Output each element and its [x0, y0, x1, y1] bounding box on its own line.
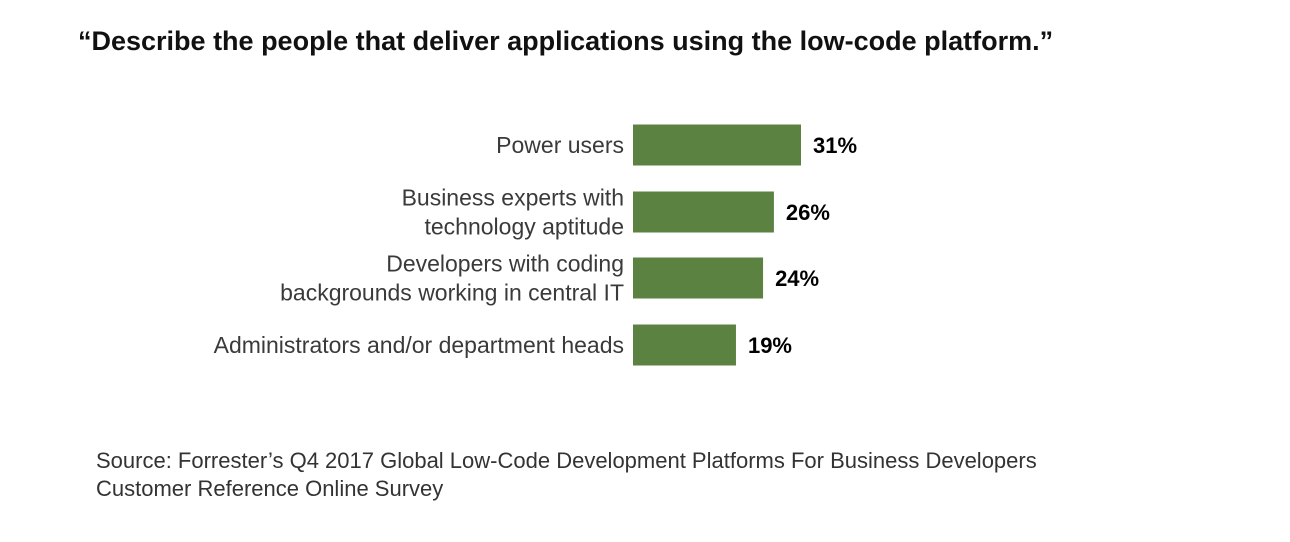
category-label-3-line-2: backgrounds working in central IT [280, 280, 624, 306]
bar-value-label-4: 19% [748, 333, 792, 358]
bar-value-label-1: 31% [813, 133, 857, 158]
chart-title: “Describe the people that deliver applic… [78, 26, 1054, 56]
source-note: Source: Forrester’s Q4 2017 Global Low-C… [96, 447, 1037, 503]
category-label-2-line-1: Business experts with [402, 185, 624, 211]
bar-2 [633, 191, 774, 233]
bar-3 [633, 257, 764, 299]
bar-value-label-2: 26% [786, 200, 830, 225]
source-line-1: Source: Forrester’s Q4 2017 Global Low-C… [96, 448, 1037, 473]
category-label-4: Administrators and/or department heads [214, 332, 624, 358]
category-label-2-line-2: technology aptitude [425, 214, 625, 240]
bar-1 [633, 124, 801, 166]
category-label-1: Power users [496, 132, 624, 158]
source-line-2: Customer Reference Online Survey [96, 476, 444, 501]
bar-4 [633, 324, 736, 366]
category-label-3-line-1: Developers with coding [386, 251, 624, 277]
bar-value-label-3: 24% [775, 266, 819, 291]
